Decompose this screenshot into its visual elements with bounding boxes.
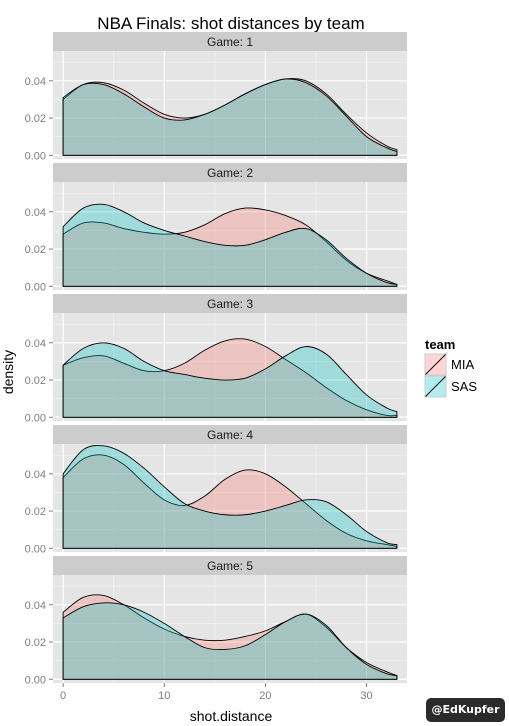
y-tick-label: 0.00 xyxy=(25,281,46,293)
facet-strip-label: Game: 3 xyxy=(207,297,253,311)
facet-strip xyxy=(53,425,407,444)
panel-background xyxy=(53,51,407,159)
density-area-mia xyxy=(63,207,397,287)
legend-key-line xyxy=(425,354,446,375)
facet-strip-label: Game: 4 xyxy=(207,428,253,442)
density-outline-sas xyxy=(62,203,398,287)
facet-strip-label: Game: 1 xyxy=(207,35,253,49)
density-area-mia xyxy=(63,594,397,680)
y-tick-label: 0.02 xyxy=(25,637,46,649)
density-outline-mia xyxy=(62,338,398,418)
facet-panel: Game: 2 0.00 0.02 0.04 xyxy=(25,163,407,293)
density-area-mia xyxy=(63,338,397,418)
density-outline-mia xyxy=(62,454,398,549)
facet-strip-label: Game: 5 xyxy=(207,559,253,573)
legend-title: team xyxy=(425,337,455,352)
density-area-sas xyxy=(63,445,397,549)
density-outline-sas xyxy=(62,342,398,418)
x-tick-label: 30 xyxy=(360,690,372,702)
density-outline-sas xyxy=(62,602,398,680)
y-tick-label: 0.04 xyxy=(25,600,46,612)
chart-title: NBA Finals: shot distances by team xyxy=(97,14,364,33)
facet-panel: Game: 4 0.00 0.02 0.04 xyxy=(25,425,407,555)
legend-label-sas: SAS xyxy=(451,379,477,394)
y-tick-label: 0.00 xyxy=(25,674,46,686)
facet-panel: Game: 1 0.00 0.02 0.04 xyxy=(25,32,407,162)
facet-strip xyxy=(53,556,407,575)
x-axis-label: shot.distance xyxy=(190,708,273,724)
density-outline-sas xyxy=(62,78,398,156)
y-tick-label: 0.04 xyxy=(25,469,46,481)
density-area-sas xyxy=(63,204,397,287)
facet-strip-label: Game: 2 xyxy=(207,166,253,180)
y-tick-label: 0.00 xyxy=(25,412,46,424)
author-badge: @EdKupfer xyxy=(426,698,505,722)
legend-label-mia: MIA xyxy=(451,357,474,372)
panel-background xyxy=(53,313,407,421)
y-tick-label: 0.02 xyxy=(25,113,46,125)
y-tick-label: 0.04 xyxy=(25,338,46,350)
x-tick-label: 20 xyxy=(259,690,271,702)
y-tick-label: 0.02 xyxy=(25,244,46,256)
facet-strip xyxy=(53,163,407,182)
x-tick-label: 10 xyxy=(158,690,170,702)
facet-strip xyxy=(53,294,407,313)
y-axis-label: density xyxy=(0,350,16,394)
panel-background xyxy=(53,575,407,683)
panel-background xyxy=(53,182,407,290)
y-tick-label: 0.04 xyxy=(25,76,46,88)
y-tick-label: 0.04 xyxy=(25,207,46,219)
density-area-sas xyxy=(63,78,397,156)
legend: team MIA SAS xyxy=(424,337,477,398)
y-tick-label: 0.02 xyxy=(25,375,46,387)
density-area-sas xyxy=(63,602,397,680)
density-outline-sas xyxy=(62,445,398,549)
x-tick-label: 0 xyxy=(60,690,66,702)
y-tick-label: 0.02 xyxy=(25,506,46,518)
facet-panel: Game: 5 0.00 0.02 0.04 xyxy=(25,556,407,686)
density-area-mia xyxy=(63,78,397,156)
density-outline-mia xyxy=(62,207,398,287)
density-area-mia xyxy=(63,454,397,549)
facet-strip xyxy=(53,32,407,51)
y-tick-label: 0.00 xyxy=(25,543,46,555)
facet-panel: Game: 3 0.00 0.02 0.04 xyxy=(25,294,407,424)
y-tick-label: 0.00 xyxy=(25,150,46,162)
legend-key-line xyxy=(425,376,446,397)
x-axis: 0 10 20 30 xyxy=(60,683,373,702)
